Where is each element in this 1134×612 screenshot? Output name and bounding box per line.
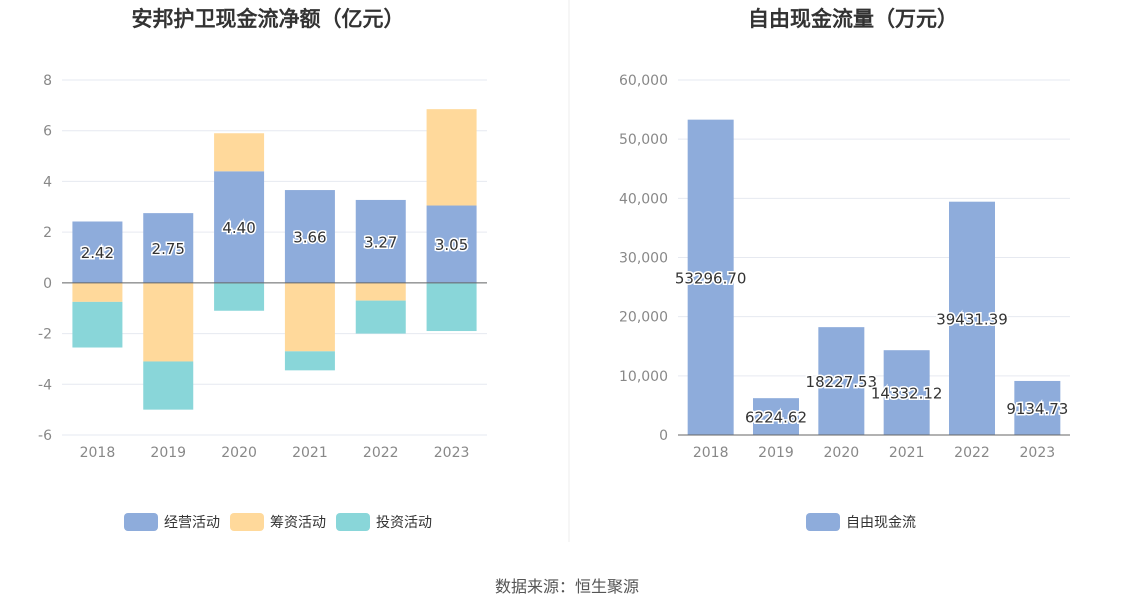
data-label-2019: 6224.62 (745, 409, 807, 427)
x-tick-label: 2021 (889, 445, 925, 461)
data-label-2023: 9134.73 (1006, 400, 1068, 418)
y-tick-label: 40,000 (619, 191, 668, 207)
bar-筹资活动-2018 (72, 282, 123, 302)
bar-自由现金流-2018 (687, 119, 734, 435)
bar-投资活动-2019 (143, 361, 194, 410)
y-tick-label: 20,000 (619, 310, 668, 326)
x-tick-label: 2023 (1020, 445, 1056, 461)
left-chart-cash-flow: 安邦护卫现金流净额（亿元） -6 -4 -2 0 2 4 6 8 2018 2019 2020 202… (38, 7, 487, 531)
bar-投资活动-2018 (72, 301, 123, 348)
y-tick-label: 6 (43, 124, 52, 140)
x-tick-label: 2023 (434, 445, 470, 461)
data-label-2022: 39431.39 (936, 310, 1008, 328)
data-source-note: 数据来源：恒生聚源 (495, 577, 639, 596)
legend-label: 投资活动 (376, 515, 432, 531)
y-tick-label: 0 (659, 428, 668, 444)
bar-自由现金流-2020 (818, 327, 865, 435)
legend-label: 自由现金流 (846, 515, 916, 531)
bar-投资活动-2023 (426, 282, 477, 332)
x-tick-label: 2022 (363, 445, 399, 461)
bar-自由现金流-2019 (753, 398, 799, 435)
bar-经营活动-2021 (284, 190, 335, 283)
bar-筹资活动-2020 (214, 133, 265, 172)
y-tick-label: -4 (38, 377, 52, 393)
data-label-2018: 2.42 (81, 244, 114, 262)
bar-筹资活动-2021 (284, 282, 335, 352)
right-chart-free-cash-flow: 自由现金流量（万元） 0 10,000 20,000 30,000 40,000 50,0… (619, 7, 1070, 531)
x-tick-label: 2019 (758, 445, 794, 461)
bar-经营活动-2018 (72, 221, 123, 283)
y-tick-label: 10,000 (619, 369, 668, 385)
legend-swatch (806, 513, 840, 531)
bar-经营活动-2022 (355, 199, 406, 283)
bar-经营活动-2023 (426, 205, 477, 283)
x-tick-label: 2022 (954, 445, 990, 461)
bar-筹资活动-2023 (426, 109, 477, 206)
data-label-2023: 3.05 (435, 236, 468, 254)
x-tick-label: 2021 (292, 445, 328, 461)
bar-筹资活动-2022 (355, 282, 406, 301)
legend-swatch (230, 513, 264, 531)
bar-自由现金流-2021 (883, 350, 930, 435)
bar-经营活动-2019 (143, 213, 194, 283)
data-label-2021: 3.66 (293, 228, 326, 246)
y-tick-label: 0 (43, 276, 52, 292)
y-tick-label: 60,000 (619, 73, 668, 89)
y-tick-label: 4 (43, 174, 52, 190)
bar-投资活动-2022 (355, 300, 406, 334)
x-tick-label: 2018 (693, 445, 729, 461)
data-label-2021: 14332.12 (871, 385, 943, 403)
data-label-2019: 2.75 (152, 240, 185, 258)
legend-swatch (336, 513, 370, 531)
y-tick-label: 30,000 (619, 251, 668, 267)
y-tick-label: -2 (38, 327, 52, 343)
x-tick-label: 2018 (80, 445, 116, 461)
y-tick-label: -6 (38, 428, 52, 444)
x-tick-label: 2020 (221, 445, 257, 461)
y-tick-label: 8 (43, 73, 52, 89)
legend-label: 筹资活动 (270, 514, 326, 531)
data-label-2018: 53296.70 (675, 269, 747, 287)
y-tick-label: 50,000 (619, 132, 668, 148)
data-label-2020: 18227.53 (806, 373, 878, 391)
legend-label: 经营活动 (164, 515, 220, 531)
bar-自由现金流-2022 (949, 201, 995, 435)
legend-swatch (124, 513, 158, 531)
bar-投资活动-2020 (214, 282, 265, 311)
right-chart-title: 自由现金流量（万元） (748, 7, 958, 31)
bar-投资活动-2021 (284, 351, 335, 371)
x-tick-label: 2020 (824, 445, 860, 461)
data-label-2022: 3.27 (364, 233, 397, 251)
left-chart-title: 安邦护卫现金流净额（亿元） (132, 7, 405, 31)
y-tick-label: 2 (43, 225, 52, 241)
bar-筹资活动-2019 (143, 282, 194, 362)
x-tick-label: 2019 (150, 445, 186, 461)
data-label-2020: 4.40 (222, 219, 255, 237)
bar-自由现金流-2023 (1014, 380, 1061, 435)
bar-经营活动-2020 (214, 171, 265, 283)
